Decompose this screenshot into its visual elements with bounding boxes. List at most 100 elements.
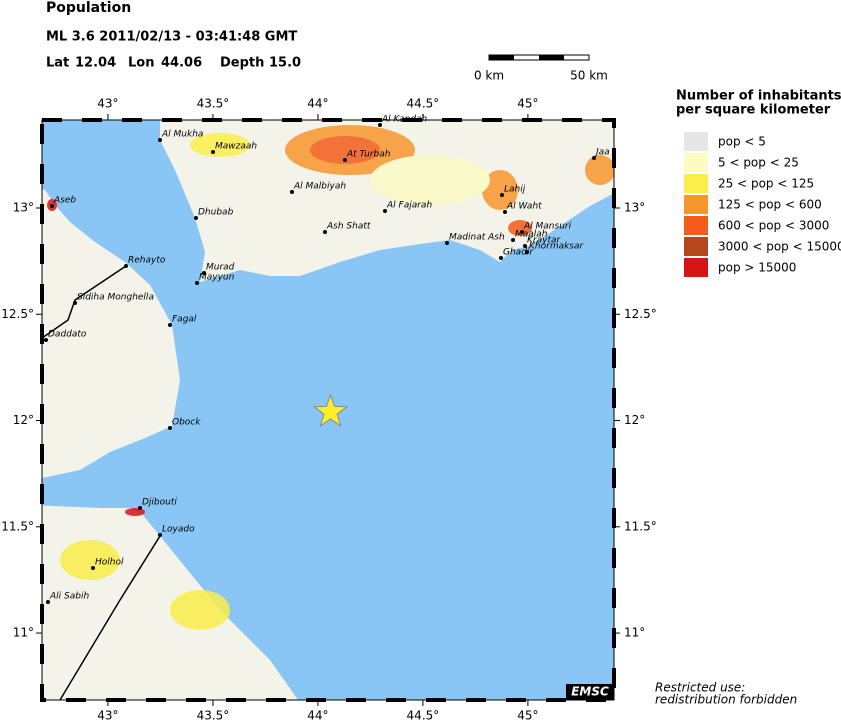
city-dot (168, 426, 172, 430)
city-dot (158, 533, 162, 537)
city-label: Mawzaah (215, 142, 257, 152)
city-label: Khormaksar (529, 242, 585, 252)
city-label: Aseb (53, 196, 76, 206)
city-dot (343, 158, 347, 162)
legend-swatch (684, 216, 708, 235)
borders (42, 265, 161, 700)
city-label: Al Mukha (161, 130, 203, 140)
legend-title: Number of inhabitants (676, 89, 841, 104)
city-dot (158, 138, 162, 142)
city-label: Loyado (162, 525, 195, 535)
y-tick-label: 13° (624, 200, 645, 214)
city-dot (91, 566, 95, 570)
city-dot (73, 301, 77, 305)
city-dot (138, 506, 142, 510)
city-dot (323, 230, 327, 234)
city-dot (503, 210, 507, 214)
y-tick-label: 12.5° (1, 307, 34, 321)
city-label: Rehayto (128, 256, 166, 266)
city-dot (525, 250, 529, 254)
city-label: At Turbah (346, 150, 391, 160)
city-label: Djibouti (142, 498, 177, 508)
legend-swatch (684, 174, 708, 193)
city-label: Holhol (95, 558, 124, 568)
y-tick-label: 12° (624, 413, 645, 427)
brand: EMSC (571, 685, 609, 699)
city-label: Murad (206, 263, 235, 273)
scale-start: 0 km (474, 69, 504, 83)
legend-label: 25 < pop < 125 (718, 177, 814, 191)
legend-label: 3000 < pop < 15000 (718, 240, 841, 254)
city-dot (500, 193, 504, 197)
depth-label: Depth (220, 56, 264, 71)
city-label: Al Mansuri (523, 222, 572, 232)
depth-value: 15.0 (269, 56, 301, 71)
y-tick-label: 13° (13, 200, 34, 214)
legend-label: 600 < pop < 3000 (718, 219, 829, 233)
city-label: Madinat Ash (449, 233, 505, 243)
legend-swatch (684, 132, 708, 151)
legend-label: pop < 5 (718, 135, 766, 149)
legend-swatch (684, 153, 708, 172)
city-dot (511, 238, 515, 242)
city-dot (383, 209, 387, 213)
scale-end: 50 km (570, 69, 608, 83)
x-tick-label: 43.5° (197, 709, 230, 721)
notice-line: redistribution forbidden (655, 693, 797, 707)
lat-value: 12.04 (75, 56, 116, 71)
scale-bar: 0 km 50 km (474, 54, 608, 83)
city-dot (194, 216, 198, 220)
city-dot (168, 323, 172, 327)
city-dot (520, 230, 524, 234)
x-tick-label: 43° (97, 97, 118, 111)
lon-label: Lon (128, 56, 154, 71)
y-tick-label: 12° (13, 413, 34, 427)
city-dot (445, 241, 449, 245)
y-tick-label: 11° (624, 626, 645, 640)
x-tick-label: 45° (517, 709, 538, 721)
epicenter (313, 393, 349, 427)
city-label: Obock (172, 418, 201, 428)
city-dot (523, 244, 527, 248)
city-label: Ash Shatt (326, 222, 371, 232)
x-tick-label: 43° (97, 709, 118, 721)
legend-swatch (684, 258, 708, 277)
city-dot (50, 204, 54, 208)
y-tick-label: 11° (13, 626, 34, 640)
city-label: Lahij (504, 185, 526, 195)
city-label: Daddato (48, 330, 87, 340)
y-tick-label: 11.5° (1, 519, 34, 533)
map-frame-outline (41, 119, 615, 701)
city-label: Ghadir (503, 248, 534, 258)
lat-label: Lat (46, 56, 69, 71)
city-dot (44, 338, 48, 342)
city-label: Al Kandah (381, 115, 428, 125)
city-dot (211, 150, 215, 154)
city-label: Sidiha Monghella (77, 293, 154, 303)
city-label: Al Waht (506, 202, 542, 212)
x-tick-label: 43.5° (197, 97, 230, 111)
city-label: Jaa (594, 148, 610, 158)
title: Population (46, 0, 131, 16)
brand-box (566, 684, 614, 700)
city-dot (124, 264, 128, 268)
legend-title: per square kilometer (676, 103, 831, 118)
population-patches (47, 125, 614, 630)
x-tick-label: 44.5° (407, 709, 440, 721)
land-arabia (160, 120, 614, 282)
legend-label: 125 < pop < 600 (718, 198, 822, 212)
city-dot (46, 600, 50, 604)
notice-line: Restricted use: (655, 681, 745, 695)
city-dot (202, 271, 206, 275)
legend-label: pop > 15000 (718, 261, 796, 275)
city-label: Fagal (172, 315, 197, 325)
city-dot (290, 190, 294, 194)
city-label: Dhubab (198, 208, 234, 218)
city-label: Al Malbiyah (293, 182, 346, 192)
city-label: Mayyun (199, 273, 235, 283)
city-dot (592, 156, 596, 160)
city-label: Maalah (515, 230, 548, 240)
city-label: Al Fajarah (386, 201, 432, 211)
legend-swatch (684, 195, 708, 214)
